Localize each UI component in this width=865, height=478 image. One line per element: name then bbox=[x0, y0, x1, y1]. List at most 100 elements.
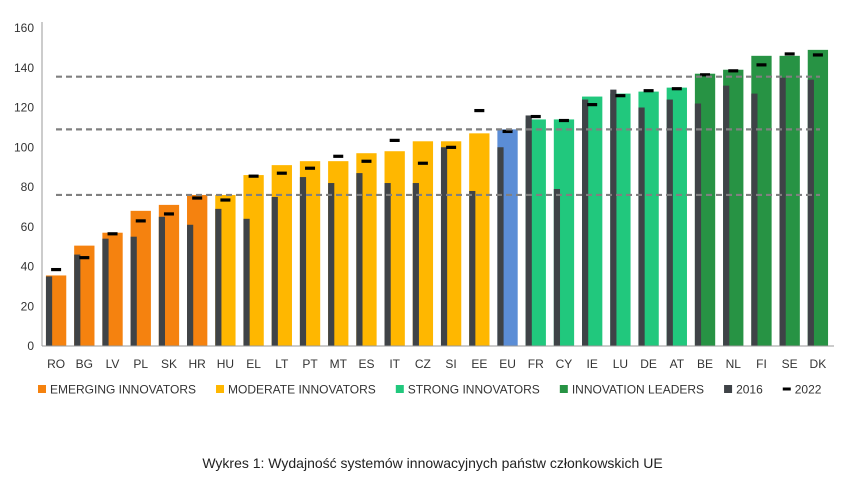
bar-2016-de bbox=[638, 107, 645, 346]
bar-2016-es bbox=[356, 173, 363, 346]
marker-2022-pt bbox=[305, 166, 316, 170]
bar-2016-it bbox=[384, 183, 391, 346]
x-tick-label: LT bbox=[275, 357, 289, 371]
x-tick-label: HU bbox=[217, 357, 234, 371]
legend-label: 2016 bbox=[736, 383, 763, 397]
x-tick-label: HR bbox=[189, 357, 207, 371]
marker-2022-el bbox=[248, 174, 259, 178]
y-tick-label: 20 bbox=[21, 299, 35, 313]
bar-2016-pt bbox=[299, 177, 307, 346]
y-tick-label: 160 bbox=[14, 21, 34, 35]
marker-2022-lv bbox=[107, 232, 118, 236]
x-axis-ticks: RO BG LV PL SK HR HU EL LT PT MT ES IT CZ SI EE EU FR CY IE… bbox=[47, 357, 826, 371]
y-tick-label: 60 bbox=[21, 220, 35, 234]
marker-2022-es bbox=[361, 159, 372, 163]
bar-2016-fi bbox=[751, 93, 758, 347]
legend-label: STRONG INNOVATORS bbox=[408, 383, 540, 397]
y-tick-label: 120 bbox=[14, 101, 34, 115]
bar-2016-lu bbox=[610, 89, 617, 347]
marker-2022-eu bbox=[502, 129, 513, 134]
bar-2016-pl bbox=[130, 236, 137, 346]
x-tick-label: MT bbox=[330, 357, 348, 371]
x-tick-label: AT bbox=[670, 357, 685, 371]
marker-2022-nl bbox=[728, 69, 739, 73]
bar-2016-ee bbox=[469, 190, 476, 346]
x-tick-label: RO bbox=[47, 357, 65, 371]
innovation-bar-chart: 0 20 40 60 80 100 120 140 160 RO BG LV PL SK HR HU EL LT… bbox=[14, 21, 834, 397]
y-tick-label: 40 bbox=[21, 260, 35, 274]
marker-2022-fr bbox=[530, 114, 541, 119]
marker-2022-de bbox=[643, 89, 654, 93]
bar-2016-be bbox=[694, 103, 702, 347]
legend-swatch bbox=[216, 385, 225, 393]
legend-swatch bbox=[724, 385, 733, 393]
x-tick-label: LV bbox=[106, 357, 120, 371]
bar-2016-hr bbox=[187, 224, 194, 346]
x-tick-label: SK bbox=[161, 357, 177, 371]
marker-2022-bg bbox=[79, 256, 90, 260]
x-tick-label: NL bbox=[726, 357, 742, 371]
legend-swatch bbox=[38, 385, 46, 393]
bar-2016-fr bbox=[525, 115, 532, 346]
x-tick-label: DE bbox=[640, 357, 657, 371]
bar-2016-dk bbox=[807, 79, 814, 347]
x-tick-label: PT bbox=[302, 357, 318, 371]
x-tick-label: ES bbox=[358, 357, 374, 371]
bar-2016-el bbox=[243, 218, 250, 346]
marker-2022-se bbox=[784, 52, 795, 56]
legend-label: MODERATE INNOVATORS bbox=[228, 383, 376, 397]
bar-2016-lt bbox=[271, 196, 278, 346]
legend-swatch bbox=[559, 385, 568, 393]
marker-2022-at bbox=[671, 87, 682, 91]
bar-2016-ro bbox=[45, 276, 53, 346]
bars bbox=[45, 49, 829, 347]
reference-lines bbox=[56, 75, 820, 197]
marker-2022-it bbox=[389, 138, 400, 142]
y-axis-ticks: 0 20 40 60 80 100 120 140 160 bbox=[14, 21, 34, 353]
marker-2022-si bbox=[446, 145, 457, 149]
x-tick-label: BG bbox=[76, 357, 93, 371]
x-tick-label: FR bbox=[528, 357, 544, 371]
legend-label: 2022 bbox=[795, 383, 822, 397]
figure-caption: Wykres 1: Wydajność systemów innowacyjny… bbox=[202, 455, 663, 471]
marker-2022-dk bbox=[812, 53, 823, 57]
x-tick-label: PL bbox=[133, 357, 148, 371]
bar-2016-si bbox=[440, 147, 448, 346]
marker-2022-cy bbox=[558, 118, 569, 123]
legend-label: INNOVATION LEADERS bbox=[572, 383, 704, 397]
marker-2022-ie bbox=[587, 103, 598, 107]
bar-2016-se bbox=[779, 77, 786, 346]
y-tick-label: 0 bbox=[27, 339, 34, 353]
marker-2022-mt bbox=[333, 154, 344, 158]
x-tick-label: IT bbox=[389, 357, 400, 371]
x-tick-label: IE bbox=[587, 357, 598, 371]
legend-marker-2022 bbox=[782, 387, 791, 391]
marker-2022-fi bbox=[756, 63, 767, 67]
legend-swatch bbox=[395, 385, 404, 393]
bar-2016-bg bbox=[74, 254, 81, 346]
bar-2016-mt bbox=[328, 183, 335, 346]
x-tick-label: FI bbox=[756, 357, 767, 371]
marker-2022-be bbox=[700, 73, 711, 77]
bar-2016-lv bbox=[102, 238, 109, 346]
legend-label: EMERGING INNOVATORS bbox=[50, 383, 196, 397]
bar-2016-sk bbox=[158, 216, 166, 346]
x-tick-label: DK bbox=[810, 357, 827, 371]
x-tick-label: EE bbox=[471, 357, 487, 371]
bar-2016-eu bbox=[497, 147, 504, 346]
y-tick-label: 100 bbox=[14, 140, 34, 154]
marker-2022-ee bbox=[474, 108, 485, 113]
marker-2022-ro bbox=[51, 267, 62, 272]
x-tick-label: EL bbox=[246, 357, 261, 371]
bar-2016-at bbox=[666, 99, 673, 346]
x-tick-label: EU bbox=[499, 357, 516, 371]
x-tick-label: CY bbox=[556, 357, 573, 371]
marker-2022-pl bbox=[135, 219, 146, 223]
x-tick-label: CZ bbox=[415, 357, 431, 371]
legend: EMERGING INNOVATORS MODERATE INNOVATORS ST… bbox=[38, 383, 822, 397]
y-tick-label: 80 bbox=[21, 180, 35, 194]
marker-2022-lt bbox=[276, 171, 287, 175]
bar-2016-nl bbox=[723, 85, 730, 346]
bar-2016-cy bbox=[553, 188, 561, 346]
marker-2022-lu bbox=[615, 94, 626, 98]
